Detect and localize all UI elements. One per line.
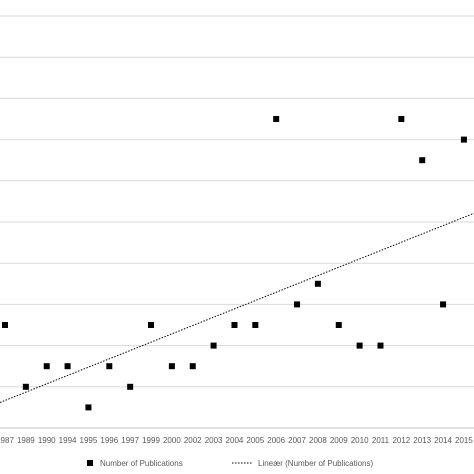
marker [440,301,447,308]
marker [273,116,280,122]
x-tick-label: 1995 [80,436,98,445]
x-tick-label: 2010 [351,436,369,445]
marker [22,383,29,390]
x-tick-label: 1989 [17,436,35,445]
marker [189,363,196,370]
marker [43,363,50,370]
marker [419,157,426,164]
x-tick-label: 2008 [309,436,327,445]
marker [2,322,8,328]
x-tick-label: 2005 [246,436,264,445]
x-tick-label: 1996 [100,436,118,445]
x-tick-label: 1990 [38,436,56,445]
marker [127,383,134,390]
legend-marker [87,460,93,466]
x-tick-label: 2003 [205,436,223,445]
marker [314,280,321,287]
marker [231,322,238,328]
x-tick-label: 2002 [184,436,202,445]
legend-label: Lineær (Number of Publications) [258,459,373,468]
marker [398,116,405,122]
x-tick-label: 1987 [0,436,14,445]
marker [460,136,467,143]
x-tick-label: 2006 [267,436,285,445]
x-tick-label: 2004 [226,436,244,445]
marker [377,342,384,349]
x-tick-label: 2015 [455,436,473,445]
marker [106,363,113,370]
x-tick-label: 2009 [330,436,348,445]
x-tick-label: 2012 [392,436,410,445]
marker [356,342,363,349]
marker [335,322,342,328]
x-tick-label: 2000 [163,436,181,445]
x-tick-label: 1999 [142,436,160,445]
marker [148,322,155,328]
marker [64,363,71,370]
x-tick-label: 1994 [59,436,77,445]
legend-label: Number of Publications [100,459,183,468]
x-tick-label: 2007 [288,436,306,445]
marker [252,322,259,328]
marker [294,301,301,308]
trendline [0,212,474,403]
x-tick-label: 2011 [372,436,390,445]
x-tick-label: 2014 [434,436,452,445]
marker [210,342,217,349]
marker [168,363,175,370]
x-tick-label: 2013 [413,436,431,445]
x-tick-label: 1997 [121,436,139,445]
marker [85,404,92,411]
